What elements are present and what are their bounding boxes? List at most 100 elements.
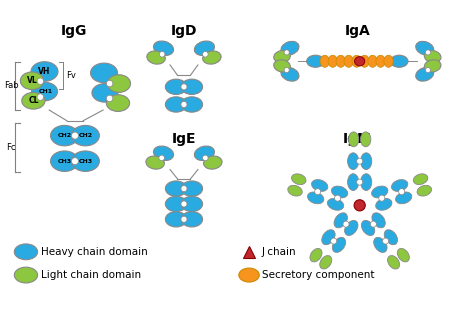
Text: Heavy chain domain: Heavy chain domain bbox=[41, 247, 148, 257]
Text: IgA: IgA bbox=[345, 24, 370, 38]
Circle shape bbox=[315, 189, 321, 195]
Circle shape bbox=[106, 80, 113, 87]
Ellipse shape bbox=[31, 82, 57, 101]
Ellipse shape bbox=[332, 237, 346, 252]
Ellipse shape bbox=[146, 156, 164, 169]
Circle shape bbox=[356, 158, 363, 164]
Ellipse shape bbox=[334, 213, 347, 228]
Ellipse shape bbox=[14, 267, 37, 283]
Text: CL: CL bbox=[28, 96, 38, 105]
Ellipse shape bbox=[107, 75, 130, 92]
Ellipse shape bbox=[354, 200, 365, 211]
Ellipse shape bbox=[328, 55, 337, 67]
Ellipse shape bbox=[368, 55, 377, 67]
Ellipse shape bbox=[374, 237, 387, 252]
Ellipse shape bbox=[347, 174, 359, 191]
Ellipse shape bbox=[361, 220, 375, 236]
Circle shape bbox=[370, 221, 376, 227]
Ellipse shape bbox=[165, 97, 187, 112]
Circle shape bbox=[284, 68, 289, 73]
Circle shape bbox=[356, 179, 363, 185]
Ellipse shape bbox=[355, 57, 365, 66]
Ellipse shape bbox=[154, 41, 173, 56]
Ellipse shape bbox=[336, 55, 346, 67]
Ellipse shape bbox=[181, 181, 202, 196]
Ellipse shape bbox=[194, 146, 214, 160]
Ellipse shape bbox=[391, 55, 408, 67]
Ellipse shape bbox=[352, 55, 361, 67]
Ellipse shape bbox=[147, 51, 165, 64]
Ellipse shape bbox=[308, 192, 324, 204]
Text: VH: VH bbox=[38, 67, 51, 76]
Ellipse shape bbox=[194, 41, 214, 56]
Ellipse shape bbox=[181, 97, 202, 112]
Text: CH3: CH3 bbox=[57, 159, 72, 164]
Ellipse shape bbox=[203, 51, 221, 64]
Circle shape bbox=[202, 155, 208, 161]
Circle shape bbox=[159, 51, 165, 57]
Text: Fab: Fab bbox=[4, 81, 18, 90]
Circle shape bbox=[37, 78, 44, 84]
Circle shape bbox=[181, 186, 187, 192]
Circle shape bbox=[399, 189, 405, 195]
Ellipse shape bbox=[307, 55, 324, 67]
Ellipse shape bbox=[416, 68, 434, 81]
Circle shape bbox=[331, 238, 337, 244]
Ellipse shape bbox=[360, 55, 369, 67]
Ellipse shape bbox=[72, 125, 100, 146]
Ellipse shape bbox=[320, 256, 332, 269]
Circle shape bbox=[72, 132, 79, 139]
Ellipse shape bbox=[203, 156, 222, 169]
Text: CH2: CH2 bbox=[57, 133, 72, 138]
Ellipse shape bbox=[165, 79, 187, 95]
Circle shape bbox=[181, 201, 187, 207]
Ellipse shape bbox=[51, 125, 79, 146]
Circle shape bbox=[37, 94, 44, 100]
Ellipse shape bbox=[322, 230, 335, 245]
Ellipse shape bbox=[348, 132, 359, 147]
Circle shape bbox=[426, 50, 430, 55]
Circle shape bbox=[426, 68, 430, 73]
Circle shape bbox=[181, 84, 187, 90]
Ellipse shape bbox=[372, 213, 385, 228]
Text: IgE: IgE bbox=[172, 132, 196, 146]
Ellipse shape bbox=[292, 174, 306, 185]
Ellipse shape bbox=[165, 212, 187, 227]
Ellipse shape bbox=[31, 62, 58, 81]
Ellipse shape bbox=[413, 174, 428, 185]
Circle shape bbox=[72, 158, 79, 165]
Circle shape bbox=[202, 51, 208, 57]
Text: IgM: IgM bbox=[343, 132, 372, 146]
Text: CH3: CH3 bbox=[78, 159, 92, 164]
Ellipse shape bbox=[424, 51, 441, 63]
Ellipse shape bbox=[181, 196, 202, 212]
Ellipse shape bbox=[281, 41, 299, 55]
Ellipse shape bbox=[91, 63, 118, 83]
Circle shape bbox=[159, 155, 164, 161]
Ellipse shape bbox=[181, 212, 202, 227]
Text: CH1: CH1 bbox=[39, 89, 53, 94]
Circle shape bbox=[181, 101, 187, 107]
Ellipse shape bbox=[106, 95, 129, 111]
Ellipse shape bbox=[372, 186, 388, 198]
Ellipse shape bbox=[331, 186, 348, 198]
Ellipse shape bbox=[397, 248, 410, 262]
Ellipse shape bbox=[22, 92, 45, 109]
Ellipse shape bbox=[288, 185, 302, 196]
Circle shape bbox=[284, 50, 289, 55]
Circle shape bbox=[106, 95, 113, 102]
Ellipse shape bbox=[239, 268, 259, 282]
Ellipse shape bbox=[14, 244, 37, 260]
Ellipse shape bbox=[92, 84, 118, 102]
Ellipse shape bbox=[310, 248, 322, 262]
Ellipse shape bbox=[72, 151, 100, 171]
Ellipse shape bbox=[375, 198, 392, 210]
Ellipse shape bbox=[417, 185, 431, 196]
Text: Secretory component: Secretory component bbox=[262, 270, 374, 280]
Ellipse shape bbox=[154, 146, 173, 160]
Ellipse shape bbox=[165, 181, 187, 196]
Ellipse shape bbox=[345, 220, 358, 236]
Ellipse shape bbox=[384, 230, 398, 245]
Circle shape bbox=[335, 195, 341, 201]
Text: VL: VL bbox=[27, 76, 37, 85]
